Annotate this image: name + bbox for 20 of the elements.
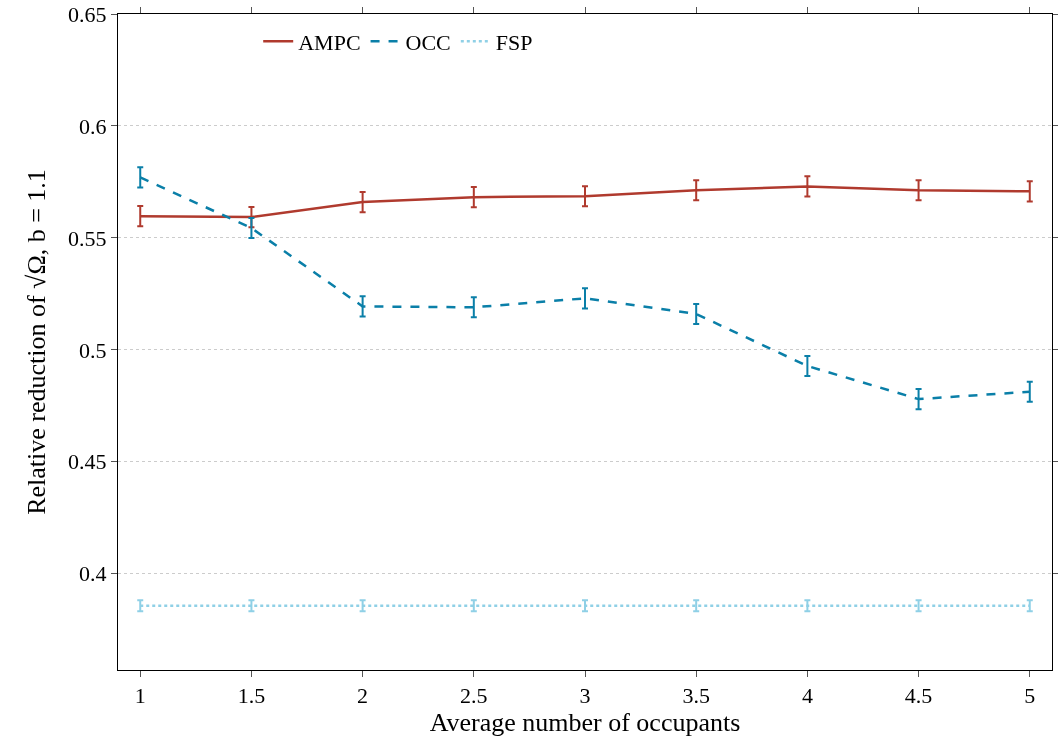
y-tick-label: 0.5 bbox=[79, 337, 107, 363]
x-tick-label: 3 bbox=[579, 683, 591, 709]
x-axis-title: Average number of occupants bbox=[429, 708, 741, 738]
x-tick-label: 3.5 bbox=[682, 683, 710, 709]
legend-label: AMPC bbox=[298, 29, 361, 55]
y-tick-label: 0.65 bbox=[68, 1, 107, 27]
x-tick-label: 5 bbox=[1024, 683, 1036, 709]
x-tick-label: 4.5 bbox=[904, 683, 933, 709]
y-tick-label: 0.4 bbox=[79, 561, 107, 587]
y-axis-title: Relative reduction of √Ω, b = 1.1 bbox=[22, 169, 52, 515]
x-tick-label: 1 bbox=[134, 683, 146, 709]
legend-label: FSP bbox=[495, 29, 533, 55]
y-tick-label: 0.55 bbox=[68, 225, 107, 251]
x-tick-label: 1.5 bbox=[237, 683, 266, 709]
legend-label: OCC bbox=[405, 29, 451, 55]
y-tick-label: 0.45 bbox=[68, 449, 107, 475]
x-tick-label: 2.5 bbox=[460, 683, 488, 709]
x-tick-label: 4 bbox=[801, 683, 813, 709]
y-tick-label: 0.6 bbox=[79, 113, 107, 139]
x-tick-label: 2 bbox=[357, 683, 369, 709]
